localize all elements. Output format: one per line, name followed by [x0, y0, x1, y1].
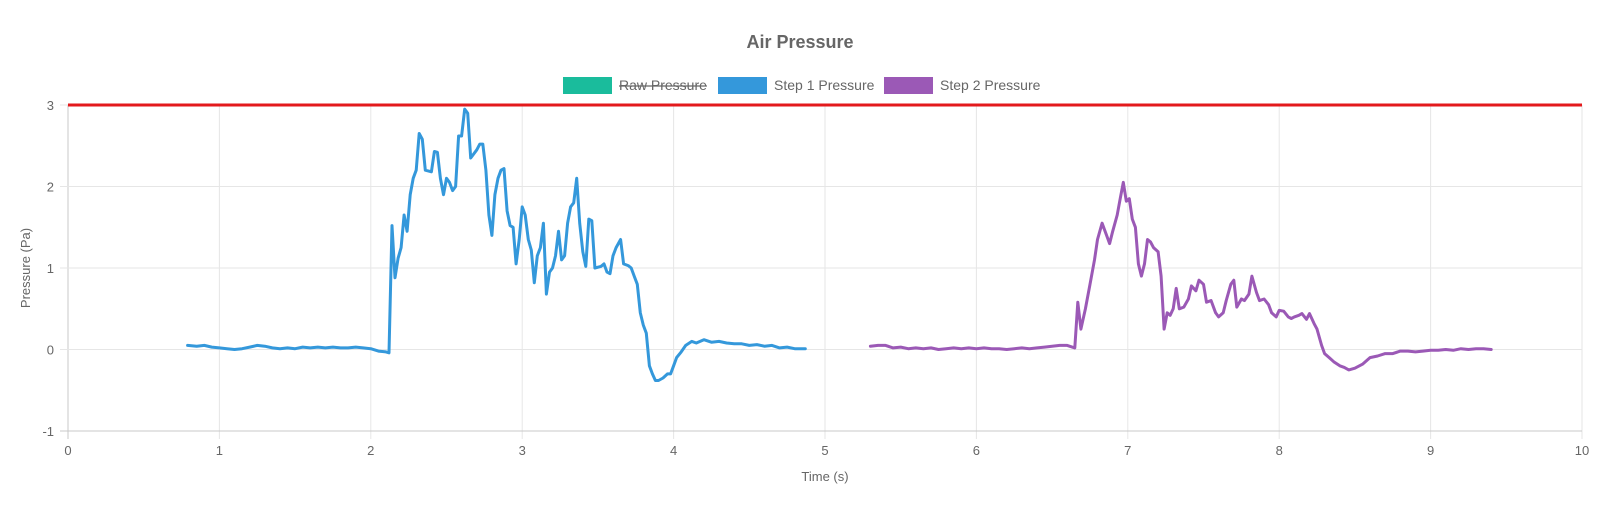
legend-swatch-raw-pressure — [563, 77, 612, 94]
x-tick-label: 3 — [519, 443, 526, 458]
series-line-step-2-pressure — [868, 180, 1493, 372]
legend-swatch-step-1-pressure — [718, 77, 767, 94]
y-tick-label: 2 — [47, 180, 54, 195]
chart-title: Air Pressure — [746, 32, 853, 52]
x-tick-label: 2 — [367, 443, 374, 458]
series-layer — [186, 107, 1493, 382]
x-tick-label: 6 — [973, 443, 980, 458]
legend-item-raw-pressure[interactable]: Raw Pressure — [563, 77, 707, 94]
x-tick-label: 9 — [1427, 443, 1434, 458]
legend: Raw Pressure Step 1 Pressure Step 2 Pres… — [563, 77, 1041, 94]
series-line-step-1-pressure — [186, 107, 807, 382]
legend-label-step-2-pressure: Step 2 Pressure — [940, 77, 1041, 93]
y-tick-label: 1 — [47, 261, 54, 276]
x-tick-label: 4 — [670, 443, 677, 458]
x-tick-label: 1 — [216, 443, 223, 458]
legend-item-step-2-pressure[interactable]: Step 2 Pressure — [884, 77, 1041, 94]
legend-label-step-1-pressure: Step 1 Pressure — [774, 77, 875, 93]
legend-label-raw-pressure: Raw Pressure — [619, 77, 707, 93]
x-tick-label: 5 — [821, 443, 828, 458]
legend-item-step-1-pressure[interactable]: Step 1 Pressure — [718, 77, 875, 94]
y-axis-title: Pressure (Pa) — [18, 228, 33, 308]
y-tick-label: -1 — [42, 424, 54, 439]
grid — [60, 104, 1583, 439]
y-tick-label: 3 — [47, 98, 54, 113]
x-tick-label: 8 — [1276, 443, 1283, 458]
x-axis-title: Time (s) — [801, 469, 848, 484]
legend-swatch-step-2-pressure — [884, 77, 933, 94]
x-tick-label: 7 — [1124, 443, 1131, 458]
x-tick-label: 10 — [1575, 443, 1589, 458]
x-tick-label: 0 — [64, 443, 71, 458]
y-tick-label: 0 — [47, 343, 54, 358]
